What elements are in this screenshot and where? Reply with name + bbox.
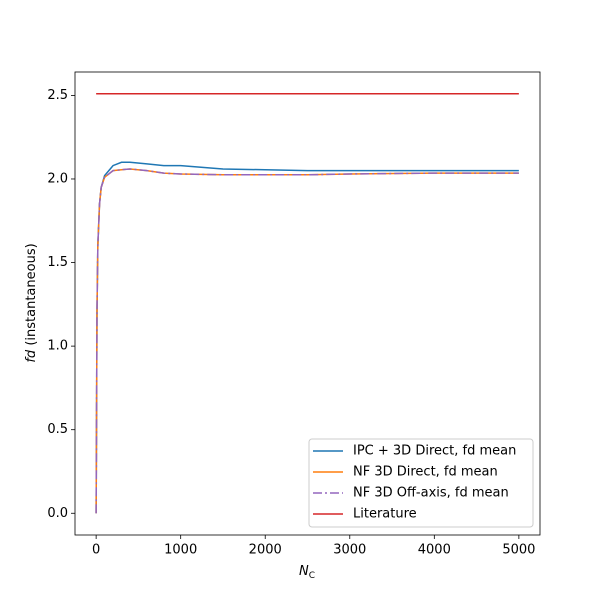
legend-label: IPC + 3D Direct, fd mean [353,444,516,459]
x-tick-label: 4000 [418,543,451,558]
x-tick-label: 5000 [502,543,535,558]
legend-label: NF 3D Direct, fd mean [353,465,498,480]
plot-frame [74,71,541,536]
y-axis-label: fd (instantaneous) [24,243,39,362]
legend-label: NF 3D Off-axis, fd mean [353,486,509,501]
x-tick-label: 3000 [333,543,366,558]
legend-label: Literature [353,507,417,522]
x-tick-label: 0 [92,543,100,558]
x-tick-label: 1000 [164,543,197,558]
y-tick-label: 2.0 [47,171,68,186]
y-tick-label: 1.5 [47,255,68,270]
y-tick-label: 1.0 [47,339,68,354]
x-axis-label: NC [299,564,315,581]
y-tick-label: 0.0 [47,506,68,521]
y-tick-label: 0.5 [47,422,68,437]
x-tick-label: 2000 [249,543,282,558]
y-tick-label: 2.5 [47,88,68,103]
legend: IPC + 3D Direct, fd mean NF 3D Direct, fd… [308,438,534,528]
legend-box [308,438,534,528]
series-line [95,168,519,514]
